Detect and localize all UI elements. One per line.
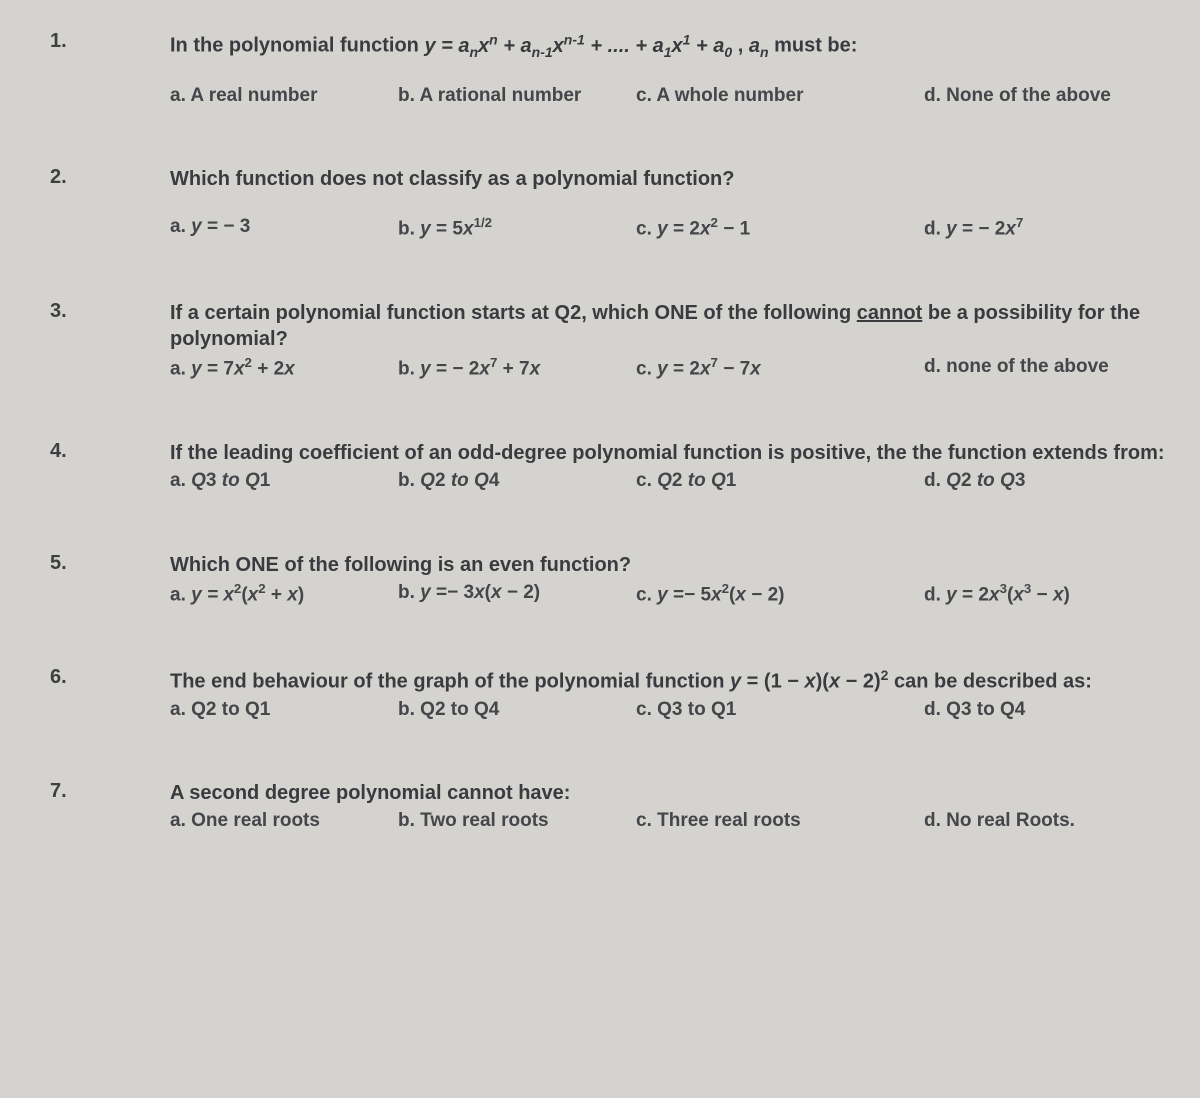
option-c[interactable]: c. Q2 to Q1 [636,468,916,494]
option-a[interactable]: a. y = − 3 [170,214,390,242]
option-b[interactable]: b. Two real roots [398,808,628,834]
question-number: 2. [50,166,170,189]
options-row: a. One real roots b. Two real roots c. T… [170,808,1170,834]
question-3: 3. If a certain polynomial function star… [50,300,1170,382]
options-row: a. y = x2(x2 + x) b. y =− 3x(x − 2) c. y… [170,580,1170,608]
option-b[interactable]: b. Q2 to Q4 [398,697,628,723]
option-c[interactable]: c. y = 2x2 − 1 [636,214,916,242]
option-c[interactable]: c. y = 2x7 − 7x [636,354,916,382]
question-6: 6. The end behaviour of the graph of the… [50,666,1170,722]
option-d[interactable]: d. Q3 to Q4 [924,697,1170,723]
option-b[interactable]: b. y = 5x1/2 [398,214,628,242]
options-row: a. Q3 to Q1 b. Q2 to Q4 c. Q2 to Q1 d. Q… [170,468,1170,494]
question-number: 5. [50,552,170,575]
option-c[interactable]: c. Three real roots [636,808,916,834]
option-b[interactable]: b. A rational number [398,83,628,109]
option-a[interactable]: a. Q3 to Q1 [170,468,390,494]
question-stem: The end behaviour of the graph of the po… [170,666,1170,695]
question-4: 4. If the leading coefficient of an odd-… [50,440,1170,494]
question-stem: Which ONE of the following is an even fu… [170,552,1170,578]
question-stem: If a certain polynomial function starts … [170,300,1170,352]
option-d[interactable]: d. y = 2x3(x3 − x) [924,580,1170,608]
options-row: a. A real number b. A rational number c.… [170,83,1170,109]
option-a[interactable]: a. Q2 to Q1 [170,697,390,723]
question-stem: If the leading coefficient of an odd-deg… [170,440,1170,466]
option-a[interactable]: a. One real roots [170,808,390,834]
question-7: 7. A second degree polynomial cannot hav… [50,780,1170,834]
question-stem: Which function does not classify as a po… [170,166,1170,192]
worksheet-page: 1. In the polynomial function y = anxn +… [0,0,1200,922]
question-number: 6. [50,666,170,689]
question-stem: In the polynomial function y = anxn + an… [170,30,1170,61]
option-c[interactable]: c. Q3 to Q1 [636,697,916,723]
option-b[interactable]: b. y =− 3x(x − 2) [398,580,628,608]
option-d[interactable]: d. No real Roots. [924,808,1170,834]
option-d[interactable]: d. none of the above [924,354,1170,382]
option-c[interactable]: c. A whole number [636,83,916,109]
option-a[interactable]: a. A real number [170,83,390,109]
question-number: 4. [50,440,170,463]
question-2: 2. Which function does not classify as a… [50,166,1170,242]
option-c[interactable]: c. y =− 5x2(x − 2) [636,580,916,608]
option-d[interactable]: d. None of the above [924,83,1170,109]
question-number: 3. [50,300,170,323]
options-row: a. y = − 3 b. y = 5x1/2 c. y = 2x2 − 1 d… [170,214,1170,242]
option-d[interactable]: d. Q2 to Q3 [924,468,1170,494]
option-d[interactable]: d. y = − 2x7 [924,214,1170,242]
option-b[interactable]: b. Q2 to Q4 [398,468,628,494]
options-row: a. y = 7x2 + 2x b. y = − 2x7 + 7x c. y =… [170,354,1170,382]
question-number: 7. [50,780,170,803]
question-number: 1. [50,30,170,53]
option-b[interactable]: b. y = − 2x7 + 7x [398,354,628,382]
option-a[interactable]: a. y = x2(x2 + x) [170,580,390,608]
question-1: 1. In the polynomial function y = anxn +… [50,30,1170,108]
question-5: 5. Which ONE of the following is an even… [50,552,1170,608]
question-stem: A second degree polynomial cannot have: [170,780,1170,806]
option-a[interactable]: a. y = 7x2 + 2x [170,354,390,382]
options-row: a. Q2 to Q1 b. Q2 to Q4 c. Q3 to Q1 d. Q… [170,697,1170,723]
